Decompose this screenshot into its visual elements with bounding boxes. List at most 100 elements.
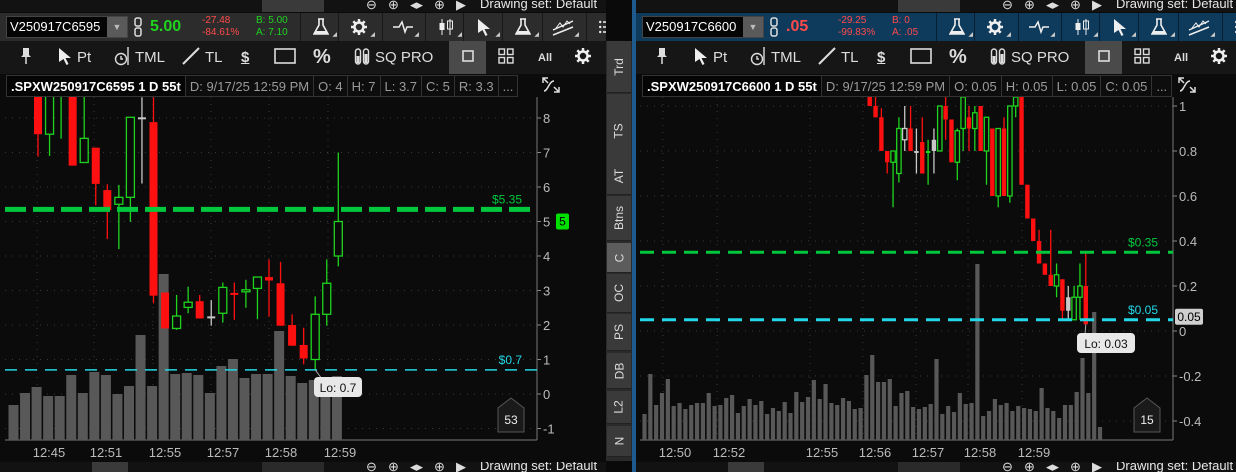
zoom-in-icon[interactable]: ⊕: [388, 0, 399, 12]
side-tab-at[interactable]: AT: [607, 158, 631, 195]
panel-divider[interactable]: [632, 0, 636, 472]
grid-layout-button[interactable]: [498, 41, 514, 74]
symbol-input[interactable]: V250917C6595 ▼: [6, 16, 128, 38]
swap-chart-icon[interactable]: [541, 76, 561, 99]
cursor-mode-icon[interactable]: ◢: [1099, 13, 1139, 41]
zoom-out-icon[interactable]: ⊖: [1002, 462, 1013, 472]
x-tick-label: 12:56: [859, 445, 892, 460]
studies-flask-icon[interactable]: ◢: [936, 13, 976, 41]
scrollbar-thumb[interactable]: [92, 462, 128, 472]
side-tab-trd[interactable]: Trd: [607, 41, 631, 93]
side-tab-c[interactable]: C: [607, 243, 631, 273]
grid-layout-button[interactable]: [1134, 41, 1150, 74]
scrollbar-track[interactable]: [262, 462, 324, 472]
zoom-out-icon[interactable]: ⊖: [366, 0, 377, 12]
trendline-tool-button[interactable]: TL: [182, 41, 223, 74]
trendline-tool-button[interactable]: TL: [818, 41, 859, 74]
time-line-tool-button[interactable]: TML: [750, 41, 801, 74]
all-button[interactable]: All: [1174, 41, 1188, 74]
symbol-dropdown-icon[interactable]: ▼: [743, 17, 763, 37]
menu-icon[interactable]: ◢: [1222, 13, 1236, 41]
settings-gear-icon[interactable]: ◢: [974, 13, 1014, 41]
volume-bar: [100, 375, 111, 440]
drawings-icon[interactable]: ◢: [1178, 13, 1218, 41]
expand-icon[interactable]: ◂▸: [1046, 462, 1060, 472]
drawing-set-label[interactable]: Drawing set: Default: [480, 462, 598, 472]
expand-icon[interactable]: ◂▸: [1046, 0, 1060, 12]
strategies-flask-icon[interactable]: ◢: [502, 13, 542, 41]
play-icon[interactable]: ▶: [1092, 462, 1102, 472]
price-chart[interactable]: 8 7 6 5 4 3 2 1 0 -1 12:45 12:51 12:55 12:57 12:58 12:5…: [0, 97, 604, 462]
side-tab-n[interactable]: N: [607, 426, 631, 457]
side-tab-ts[interactable]: TS: [607, 94, 631, 169]
drawing-set-label[interactable]: Drawing set: Default: [480, 0, 598, 11]
expand-icon[interactable]: ◂▸: [410, 462, 424, 472]
pin-button[interactable]: [656, 41, 668, 74]
time-line-tool-button[interactable]: TML: [114, 41, 165, 74]
expand-icon[interactable]: ◂▸: [410, 0, 424, 12]
rectangle-tool-button[interactable]: [910, 41, 932, 74]
cursor-mode-icon[interactable]: ◢: [463, 13, 503, 41]
drawing-set-label[interactable]: Drawing set: Default: [1116, 462, 1234, 472]
studies-flask-icon[interactable]: ◢: [300, 13, 340, 41]
crosshair-icon[interactable]: ⊕: [434, 462, 445, 472]
chart-type-candle-icon[interactable]: ◢: [425, 13, 465, 41]
play-icon[interactable]: ▶: [456, 462, 466, 472]
settings-gear-icon[interactable]: ◢: [338, 13, 378, 41]
symbol-input[interactable]: V250917C6600 ▼: [642, 16, 764, 38]
scrollbar-thumb[interactable]: [898, 0, 960, 12]
zoom-in-icon[interactable]: ⊕: [1024, 0, 1035, 12]
volume-bar: [747, 399, 752, 440]
link-icon[interactable]: [133, 17, 143, 42]
ohlc-info-cell[interactable]: ...: [498, 75, 519, 97]
zoom-out-icon[interactable]: ⊖: [1002, 0, 1013, 12]
scrollbar-thumb[interactable]: [728, 462, 764, 472]
crosshair-icon[interactable]: ⊕: [434, 0, 445, 12]
pin-button[interactable]: [20, 41, 32, 74]
sq-pro-button[interactable]: SQ PRO: [990, 41, 1069, 74]
sq-pro-button[interactable]: SQ PRO: [354, 41, 433, 74]
zoom-in-icon[interactable]: ⊕: [388, 462, 399, 472]
single-layout-button[interactable]: [1085, 41, 1122, 74]
side-tab-oc[interactable]: OC: [607, 274, 631, 313]
candle-body: [265, 277, 273, 281]
toolbar-settings-button[interactable]: [574, 41, 592, 74]
side-tab-db[interactable]: DB: [607, 353, 631, 389]
toolbar-settings-button[interactable]: [1210, 41, 1228, 74]
side-tab-btns[interactable]: Btns: [607, 196, 631, 241]
drawing-set-label[interactable]: Drawing set: Default: [1116, 0, 1234, 11]
crosshair-icon[interactable]: ⊕: [1070, 0, 1081, 12]
bottom-scroll-strip: ⊖ ⊕ ◂▸ ⊕ ▶ Drawing set: Default: [0, 462, 606, 472]
test-tube-icon: [990, 46, 1006, 70]
scrollbar-thumb[interactable]: [262, 0, 324, 12]
link-icon[interactable]: [769, 17, 779, 42]
symbol-dropdown-icon[interactable]: ▼: [107, 17, 127, 37]
side-tab-label: DB: [611, 362, 626, 379]
all-button[interactable]: All: [538, 41, 552, 74]
chart-style-line-icon[interactable]: ◢: [382, 13, 422, 41]
percent-tool-button[interactable]: %: [313, 41, 331, 74]
scrollbar-track[interactable]: [898, 462, 960, 472]
price-level-tool-button[interactable]: $: [241, 41, 249, 74]
chart-type-candle-icon[interactable]: ◢: [1061, 13, 1101, 41]
drawings-icon[interactable]: ◢: [542, 13, 582, 41]
rectangle-tool-button[interactable]: [274, 41, 296, 74]
price-level-tool-button[interactable]: $: [877, 41, 885, 74]
pointer-tool-button[interactable]: Pt: [58, 41, 91, 74]
side-tab-l2[interactable]: L2: [607, 391, 631, 424]
percent-tool-button[interactable]: %: [949, 41, 967, 74]
play-icon[interactable]: ▶: [456, 0, 466, 12]
menu-icon[interactable]: ◢: [586, 13, 606, 41]
strategies-flask-icon[interactable]: ◢: [1138, 13, 1178, 41]
single-layout-button[interactable]: [449, 41, 486, 74]
play-icon[interactable]: ▶: [1092, 0, 1102, 12]
swap-chart-icon[interactable]: [1177, 76, 1197, 99]
zoom-in-icon[interactable]: ⊕: [1024, 462, 1035, 472]
ohlc-info-cell[interactable]: ...: [1152, 75, 1173, 97]
chart-style-line-icon[interactable]: ◢: [1018, 13, 1058, 41]
pointer-tool-button[interactable]: Pt: [694, 41, 727, 74]
side-tab-ps[interactable]: PS: [607, 314, 631, 351]
crosshair-icon[interactable]: ⊕: [1070, 462, 1081, 472]
zoom-out-icon[interactable]: ⊖: [366, 462, 377, 472]
price-chart[interactable]: 1 0.8 0.6 0.4 0.2 0 -0.2 -0.4 12:50 12:52 12:55 12:…: [636, 97, 1236, 462]
